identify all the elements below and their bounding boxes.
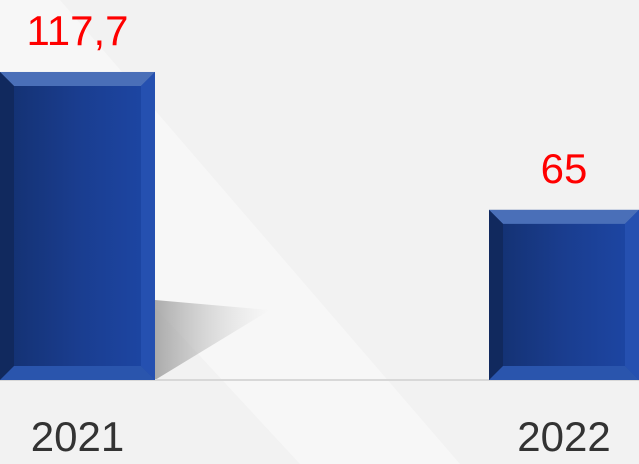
bar-bevel-bottom <box>489 366 639 380</box>
bar-bevel-left <box>489 209 503 380</box>
bar-bevel-bottom <box>0 366 155 380</box>
x-tick-label: 2021 <box>31 413 124 460</box>
bar-bevel-left <box>0 71 14 381</box>
bar-bevel-top <box>489 209 639 224</box>
bar-bevel-right <box>141 71 155 381</box>
value-label: 65 <box>541 145 588 192</box>
bar-bevel-right <box>625 209 639 380</box>
bar <box>0 71 155 381</box>
bar-shadow <box>155 300 270 380</box>
plot: 117,7 2021 65 2022 <box>0 7 639 460</box>
value-label: 117,7 <box>27 7 129 54</box>
x-tick-label: 2022 <box>517 413 610 460</box>
bar-bevel-top <box>0 71 155 86</box>
bar <box>489 209 639 380</box>
